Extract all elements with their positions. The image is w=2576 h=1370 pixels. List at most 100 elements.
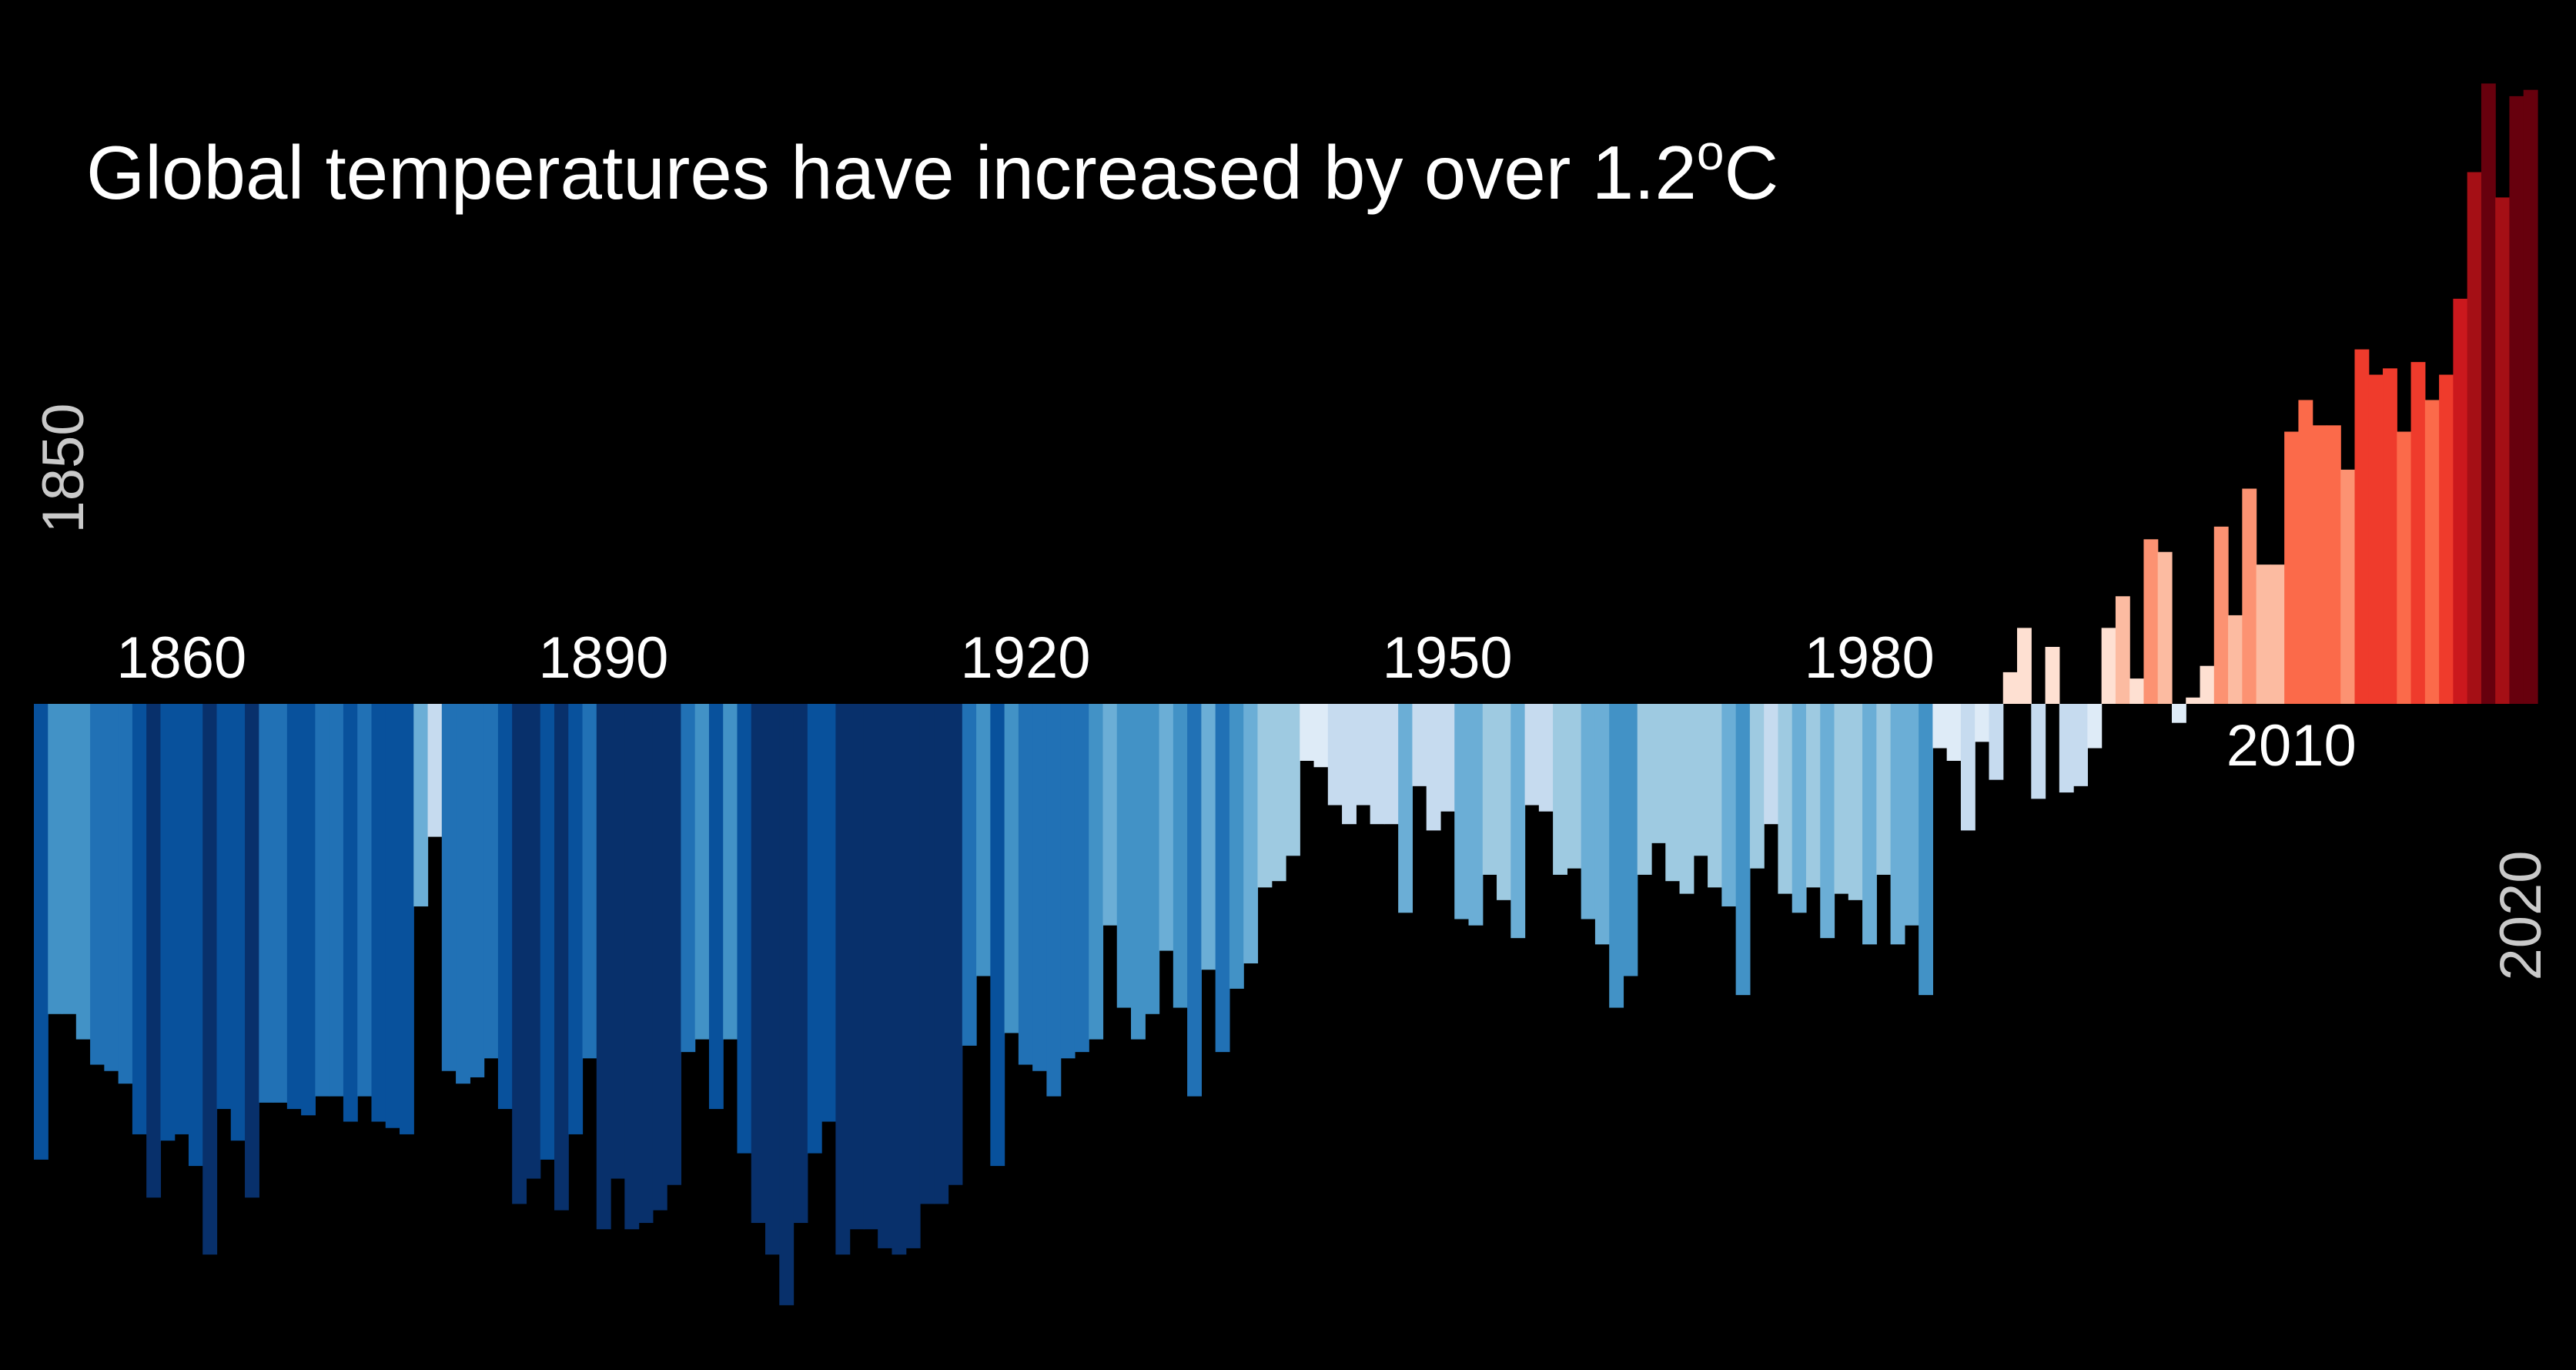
bar-1896 [681, 704, 696, 1053]
year-label-1950: 1950 [1383, 625, 1513, 691]
bar-2022 [2453, 298, 2468, 704]
bar-1869 [301, 704, 316, 1116]
bar-1910 [878, 704, 893, 1248]
bar-1993 [2045, 647, 2060, 704]
bar-1874 [371, 704, 386, 1122]
bar-1872 [343, 704, 358, 1122]
bar-1975 [1791, 704, 1807, 913]
bar-1911 [892, 704, 907, 1255]
bar-1884 [512, 704, 527, 1204]
bar-1922 [1046, 704, 1062, 1097]
bar-1937 [1257, 704, 1273, 888]
bar-1904 [793, 704, 808, 1224]
bar-1989 [1989, 704, 2004, 780]
bar-1972 [1749, 704, 1765, 869]
bar-1918 [990, 704, 1005, 1167]
bar-1881 [470, 704, 485, 1077]
bar-1955 [1510, 704, 1526, 939]
bar-1919 [1004, 704, 1019, 1033]
bar-2010 [2284, 431, 2300, 704]
bar-1996 [2087, 704, 2103, 749]
bar-1917 [976, 704, 991, 976]
bar-1967 [1679, 704, 1694, 894]
bar-1962 [1609, 704, 1624, 1008]
bar-1885 [526, 704, 541, 1179]
bar-1995 [2073, 704, 2088, 786]
bar-1924 [1074, 704, 1089, 1053]
bar-1991 [2017, 628, 2032, 704]
bar-1876 [400, 704, 414, 1134]
bar-1984 [1919, 704, 1933, 996]
bar-1906 [821, 704, 836, 1122]
bar-1979 [1848, 704, 1863, 900]
bar-1925 [1089, 704, 1104, 1040]
bar-1933 [1201, 704, 1216, 970]
bar-1998 [2115, 596, 2130, 704]
bar-1960 [1581, 704, 1596, 919]
bar-1891 [611, 704, 625, 1179]
bar-1949 [1426, 704, 1441, 831]
bar-1864 [230, 704, 246, 1141]
bar-1875 [385, 704, 400, 1128]
bar-1882 [483, 704, 499, 1059]
bar-2009 [2270, 564, 2285, 704]
bar-2004 [2200, 665, 2215, 704]
bar-2002 [2171, 704, 2186, 723]
bar-1985 [1932, 704, 1948, 749]
bar-1853 [75, 704, 91, 1040]
bar-1921 [1032, 704, 1048, 1071]
bar-1987 [1960, 704, 1975, 831]
bar-1905 [807, 704, 822, 1154]
bar-1877 [413, 704, 429, 907]
bar-1923 [1060, 704, 1076, 1059]
bar-1961 [1594, 704, 1610, 945]
bar-1897 [694, 704, 710, 1040]
bar-1931 [1173, 704, 1188, 1008]
bar-1981 [1876, 704, 1892, 875]
bar-2019 [2410, 362, 2426, 704]
bar-1860 [174, 704, 189, 1134]
bar-2016 [2368, 374, 2384, 704]
bar-1940 [1300, 704, 1315, 761]
bar-1950 [1440, 704, 1455, 812]
bar-1861 [188, 704, 203, 1167]
bar-1908 [849, 704, 865, 1230]
bar-1886 [540, 704, 555, 1160]
bar-1944 [1356, 704, 1371, 806]
year-label-2010: 2010 [2226, 713, 2357, 779]
bar-1857 [132, 704, 147, 1134]
bar-1880 [456, 704, 470, 1084]
bar-2024 [2481, 83, 2496, 704]
bar-2026 [2509, 95, 2524, 704]
bar-1901 [751, 704, 766, 1224]
bar-1866 [259, 704, 274, 1103]
bar-2006 [2228, 615, 2243, 704]
bar-1852 [62, 704, 77, 1014]
bar-2000 [2143, 539, 2159, 704]
bar-1903 [779, 704, 795, 1305]
bar-2025 [2495, 197, 2511, 704]
bar-1865 [245, 704, 259, 1198]
bar-1928 [1131, 704, 1146, 1040]
bar-1879 [441, 704, 457, 1071]
bar-1936 [1243, 704, 1259, 964]
bar-1862 [202, 704, 218, 1255]
bar-1854 [90, 704, 105, 1065]
bar-1932 [1187, 704, 1202, 1097]
start-year-label: 1850 [31, 403, 96, 533]
bar-1945 [1370, 704, 1385, 825]
bar-2027 [2523, 89, 2538, 704]
bar-1850 [34, 704, 49, 1160]
year-label-1980: 1980 [1805, 625, 1935, 691]
bar-1855 [104, 704, 119, 1071]
bar-1965 [1651, 704, 1666, 843]
bar-1966 [1665, 704, 1681, 882]
bar-1968 [1693, 704, 1708, 856]
bar-1892 [624, 704, 640, 1230]
bar-1867 [273, 704, 288, 1103]
bar-1909 [863, 704, 878, 1230]
bar-2021 [2439, 374, 2454, 704]
bar-1851 [48, 704, 63, 1014]
bar-1982 [1890, 704, 1905, 945]
bar-1964 [1637, 704, 1652, 875]
